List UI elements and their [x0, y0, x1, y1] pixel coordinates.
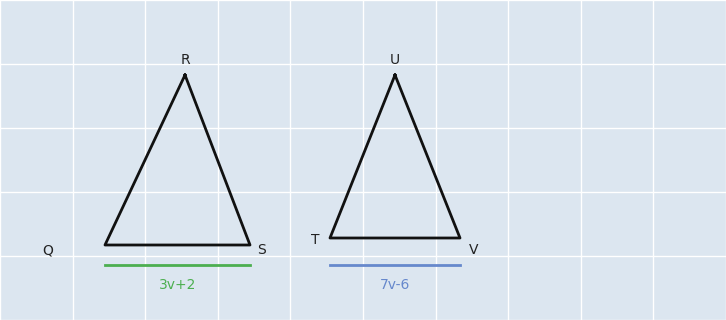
Text: 3v+2: 3v+2 [159, 278, 197, 292]
Text: T: T [311, 233, 319, 247]
Text: V: V [469, 243, 478, 257]
Text: Q: Q [43, 243, 54, 257]
Text: U: U [390, 53, 400, 67]
Text: R: R [180, 53, 189, 67]
Text: S: S [258, 243, 266, 257]
Text: 7v-6: 7v-6 [380, 278, 410, 292]
